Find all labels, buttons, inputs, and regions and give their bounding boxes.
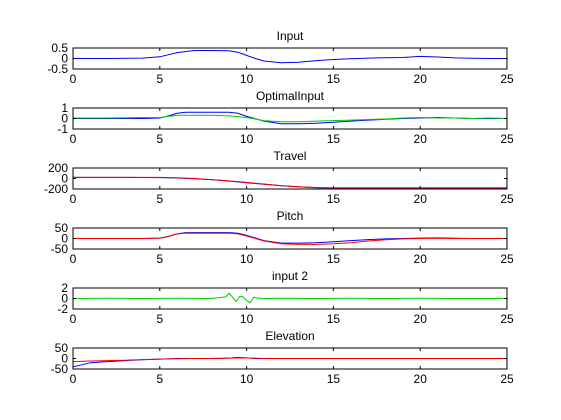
chart-3-xtick-label: 0 xyxy=(70,192,77,206)
chart-3-xtick-label: 10 xyxy=(240,192,254,206)
chart-5-xtick-label: 25 xyxy=(500,312,514,326)
chart-6-ytick-label: 50 xyxy=(55,341,69,355)
chart-1-xtick-label: 5 xyxy=(156,72,163,86)
chart-4-title: Pitch xyxy=(277,209,304,223)
chart-5-xtick-label: 20 xyxy=(414,312,428,326)
chart-5-xtick-label: 15 xyxy=(327,312,341,326)
chart-4-ytick-label: 50 xyxy=(55,221,69,235)
chart-2-xtick-label: 15 xyxy=(327,132,341,146)
chart-3-title: Travel xyxy=(274,149,307,163)
chart-1-xtick-label: 25 xyxy=(500,72,514,86)
chart-4-xtick-label: 10 xyxy=(240,252,254,266)
chart-3-xtick-label: 15 xyxy=(327,192,341,206)
chart-1-ytick-label: -0.5 xyxy=(47,62,68,76)
chart-2-title: OptimalInput xyxy=(256,89,325,103)
chart-2-xtick-label: 5 xyxy=(156,132,163,146)
chart-6-series-2-line xyxy=(72,357,507,363)
chart-4-xtick-label: 0 xyxy=(70,252,77,266)
chart-1-xtick-label: 20 xyxy=(414,72,428,86)
chart-4-xtick-label: 5 xyxy=(156,252,163,266)
chart-4-ytick-label: 0 xyxy=(61,232,68,246)
chart-4-xtick-label: 25 xyxy=(500,252,514,266)
chart-1-series-1-line xyxy=(73,50,507,64)
chart-6-xtick-label: 25 xyxy=(500,372,514,386)
chart-2-ytick-label: 0 xyxy=(61,112,68,126)
chart-2-ytick-label: -1 xyxy=(57,122,68,136)
chart-3-xtick-label: 25 xyxy=(500,192,514,206)
chart-3-xtick-label: 20 xyxy=(414,192,428,206)
chart-3-ytick-label: 0 xyxy=(61,172,68,186)
chart-5-title: input 2 xyxy=(272,269,308,283)
chart-4-series-2-line xyxy=(73,232,507,245)
chart-5-xtick-label: 5 xyxy=(156,312,163,326)
chart-3-ytick-label: -200 xyxy=(44,182,68,196)
chart-6-xtick-label: 15 xyxy=(327,372,341,386)
chart-6-xtick-label: 20 xyxy=(414,372,428,386)
chart-4-xtick-label: 20 xyxy=(414,252,428,266)
chart-5-xtick-label: 0 xyxy=(70,312,77,326)
chart-3-series-2-line xyxy=(73,176,507,189)
chart-6-ytick-label: -50 xyxy=(51,362,69,376)
chart-4-xtick-label: 15 xyxy=(327,252,341,266)
chart-5-ytick-label: -2 xyxy=(57,302,68,316)
chart-1-title: Input xyxy=(277,29,304,43)
chart-6-title: Elevation xyxy=(265,329,314,343)
chart-6-xtick-label: 5 xyxy=(156,372,163,386)
chart-6-xtick-label: 10 xyxy=(240,372,254,386)
chart-1-xtick-label: 10 xyxy=(240,72,254,86)
chart-5-ytick-label: 0 xyxy=(61,292,68,306)
chart-2-xtick-label: 10 xyxy=(240,132,254,146)
chart-3-xtick-label: 5 xyxy=(156,192,163,206)
chart-2-series-2-line xyxy=(73,114,508,123)
chart-3-ytick-label: 200 xyxy=(48,161,68,175)
chart-2-xtick-label: 20 xyxy=(414,132,428,146)
chart-1-ytick-label: 0.5 xyxy=(51,41,68,55)
chart-1-xtick-label: 15 xyxy=(327,72,341,86)
chart-4-ytick-label: -50 xyxy=(51,242,69,256)
chart-1-ytick-label: 0 xyxy=(61,52,68,66)
chart-6-ytick-label: 0 xyxy=(61,352,68,366)
chart-2-xtick-label: 0 xyxy=(70,132,77,146)
chart-5-series-1-line xyxy=(72,292,507,304)
chart-5-xtick-label: 10 xyxy=(240,312,254,326)
chart-1-xtick-label: 0 xyxy=(70,72,77,86)
chart-2-xtick-label: 25 xyxy=(500,132,514,146)
chart-6-xtick-label: 0 xyxy=(70,372,77,386)
chart-5-ytick-label: 2 xyxy=(61,281,68,295)
chart-2-ytick-label: 1 xyxy=(61,101,68,115)
